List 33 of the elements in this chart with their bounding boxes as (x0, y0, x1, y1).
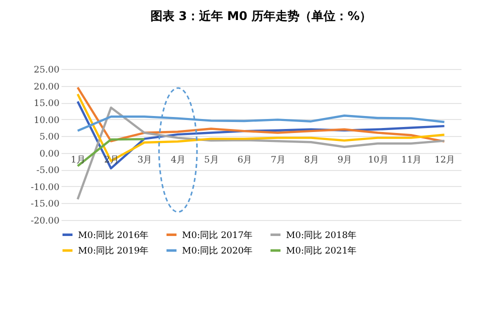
line-series (76, 114, 446, 132)
legend-label: M0:同比 2021年 (286, 246, 357, 256)
y-tick-label: -10.00 (30, 182, 60, 193)
x-tick-label: 10月 (368, 155, 388, 166)
line-series (76, 100, 446, 170)
y-tick-label: -15.00 (30, 200, 60, 210)
chart-title: 图表 3：近年 M0 历年走势（单位：%） (150, 9, 372, 23)
line-series (76, 106, 446, 200)
y-tick-label: 20.00 (34, 82, 60, 92)
legend-label: M0:同比 2016年 (78, 230, 149, 241)
x-tick-label: 6月 (237, 155, 252, 166)
y-tick-label: -5.00 (36, 166, 60, 176)
y-tick-label: 15.00 (34, 99, 60, 110)
x-tick-label: 8月 (304, 155, 319, 166)
line-series (76, 86, 446, 143)
y-tick-label: 0.00 (39, 149, 60, 160)
x-tick-label: 7月 (270, 155, 286, 166)
x-tick-label: 4月 (170, 155, 186, 166)
x-tick-label: 1月 (70, 155, 86, 166)
x-tick-label: 12月 (434, 155, 456, 166)
y-tick-label: 5.00 (39, 132, 60, 143)
y-tick-label: 25.00 (34, 66, 60, 76)
x-tick-label: 9月 (337, 155, 352, 166)
x-tick-label: 3月 (137, 155, 152, 166)
y-tick-label: -20.00 (30, 216, 60, 226)
line-series (76, 93, 446, 162)
legend-label: M0:同比 2018年 (286, 230, 357, 241)
legend-label: M0:同比 2017年 (182, 230, 253, 241)
legend-label: M0:同比 2019年 (78, 246, 149, 256)
x-tick-label: 11月 (401, 155, 422, 166)
x-tick-label: 5月 (204, 155, 219, 166)
legend-label: M0:同比 2020年 (182, 246, 253, 256)
y-tick-label: 10.00 (34, 116, 60, 126)
